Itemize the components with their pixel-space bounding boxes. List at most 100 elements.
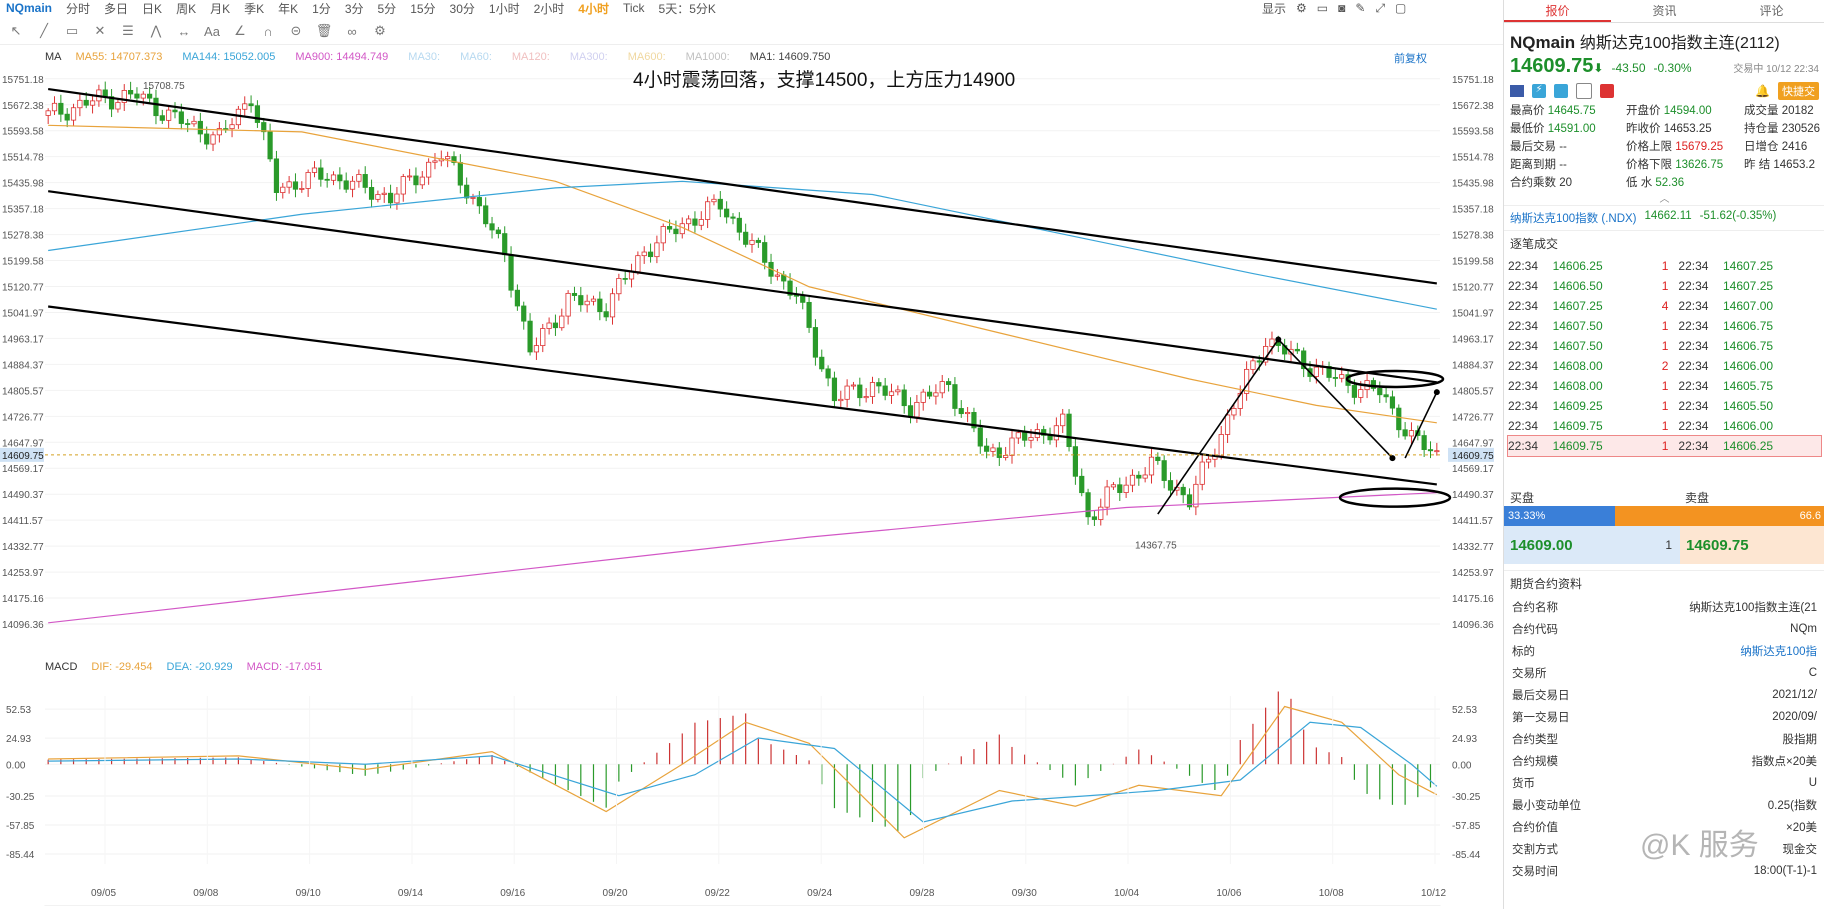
period-tab[interactable]: 月K [210, 1, 231, 16]
settings-icon[interactable]: ⚙ [1296, 1, 1307, 15]
period-tab[interactable]: 分时 [66, 1, 91, 16]
macd-label[interactable]: MACD [45, 661, 78, 673]
channel-mid[interactable] [48, 190, 1437, 384]
candle-body [1389, 396, 1396, 409]
period-tab[interactable]: 周K [176, 1, 197, 16]
buy-ratio-bar: 33.33% [1504, 506, 1615, 526]
doc-icon[interactable] [1576, 83, 1592, 99]
lightning-icon[interactable]: ⚡ [1532, 84, 1546, 98]
fib-tool-icon[interactable]: ✕ [94, 23, 106, 38]
quick-trade-button[interactable]: 快捷交 [1778, 82, 1819, 100]
resistance-ellipse[interactable] [1345, 369, 1445, 389]
period-tab[interactable]: 4小时 [578, 1, 609, 16]
fullscreen-icon[interactable]: ⤢ [1375, 0, 1386, 15]
y-tick-right: 15672.38 [1452, 101, 1494, 112]
trade-cell: 14609.75 [1552, 419, 1603, 433]
bid-cell[interactable]: 14609.00 1 [1504, 526, 1680, 564]
arrow-head [1433, 389, 1440, 396]
period-tab[interactable]: 多日 [104, 1, 129, 16]
lock-icon[interactable]: ⊝ [290, 23, 302, 38]
analysis-annotation[interactable]: 4小时震荡回落，支撑14500，上方压力14900 [633, 69, 1015, 91]
rect-tool-icon[interactable]: ▭ [65, 23, 79, 38]
bid-qty: 1 [1665, 538, 1672, 552]
x-tick: 09/22 [705, 888, 730, 899]
edit-icon[interactable]: ✎ [1355, 1, 1366, 15]
settings-tool-icon[interactable]: ⚙ [374, 23, 386, 38]
contract-row: 合约价值 ×20美 [1512, 816, 1817, 838]
stat-key: 距离到期 [1510, 159, 1560, 171]
contract-value: 0.25(指数 [1767, 800, 1817, 812]
period-tab[interactable]: 1小时 [488, 1, 520, 16]
y-tick-right: 15199.58 [1452, 257, 1494, 268]
chart-icon[interactable] [1554, 84, 1568, 98]
link-icon[interactable]: ∞ [347, 23, 357, 39]
stat-value: 14653.25 [1663, 123, 1712, 135]
candle-body [432, 160, 438, 163]
bell-icon[interactable]: 🔔 [1755, 84, 1770, 98]
drawn-arrow[interactable] [1404, 391, 1438, 459]
ruler-icon[interactable]: ∠ [234, 23, 246, 38]
period-tab[interactable]: 15分 [410, 1, 436, 16]
period-tab[interactable]: 1分 [312, 1, 331, 16]
period-tab[interactable]: 5天：5分K [658, 1, 716, 16]
trash-icon[interactable]: 🗑 [315, 23, 333, 38]
adjust-button[interactable]: 前复权 [1394, 53, 1427, 65]
collapse-icon[interactable]: ︿ [1659, 194, 1670, 205]
panel-tabs: 报价 资讯 评论 [1504, 0, 1824, 23]
price-chart[interactable]: 15751.18 15751.18 15672.38 15672.38 15593.58… [0, 46, 1500, 706]
pattern-tool-icon[interactable]: ⋀ [150, 23, 162, 38]
period-tab[interactable]: 3分 [344, 1, 364, 16]
camera-icon[interactable]: ◙ [1338, 1, 1346, 15]
ask-cell[interactable]: 14609.75 [1680, 526, 1824, 564]
period-tab[interactable]: 30分 [449, 1, 475, 16]
period-tab[interactable]: Tick [622, 1, 645, 15]
display-menu[interactable]: 显示 [1262, 1, 1287, 16]
period-tab[interactable]: 5分 [377, 1, 397, 16]
flag-icon[interactable] [1510, 85, 1524, 97]
contract-row: 合约代码 NQm [1512, 618, 1817, 640]
candle-body [204, 133, 210, 145]
trade-row: 22:34 14607.50 1 22:34 14606.75 [1508, 336, 1821, 356]
layout-icon[interactable]: ▭ [1316, 1, 1329, 15]
candle-body [933, 392, 939, 397]
drawn-arrow[interactable] [1157, 339, 1279, 515]
stat-key: 开盘价 [1626, 105, 1664, 117]
ma-label[interactable]: MA [45, 51, 62, 63]
support-ellipse[interactable] [1338, 487, 1452, 508]
panel-tab[interactable]: 报价 [1504, 0, 1611, 22]
x-tick: 09/10 [296, 888, 321, 899]
candle-body [945, 381, 952, 385]
y-tick-right: 14963.17 [1452, 334, 1494, 345]
candle-body [603, 311, 609, 318]
contract-value: 纳斯达克100指数主连(21 [1689, 602, 1817, 614]
period-tab[interactable]: 2小时 [533, 1, 565, 16]
channel-top[interactable] [48, 87, 1437, 285]
candle-body [660, 226, 666, 244]
macd-chart[interactable]: 52.53 52.53 24.93 24.93 0.00 0.00 -30.25 -30.25… [0, 676, 1500, 906]
candle-body [565, 292, 571, 317]
panel-tab[interactable]: 评论 [1759, 4, 1784, 18]
text-tool-icon[interactable]: Aa [204, 23, 220, 39]
channel-bottom[interactable] [48, 305, 1437, 486]
panel-tab[interactable]: 资讯 [1652, 4, 1677, 18]
magnet-icon[interactable]: ∩ [263, 23, 273, 39]
line-tool-icon[interactable]: ╱ [40, 23, 48, 38]
candle-body [514, 289, 520, 307]
trade-cell: 22:34 [1508, 339, 1539, 353]
period-tab[interactable]: 日K [142, 1, 163, 16]
chart-area[interactable]: MA MA55: 14707.373 MA144: 15052.005 MA900:… [0, 46, 1500, 909]
drawn-arrow[interactable] [1277, 338, 1394, 459]
ma900-line [48, 492, 1437, 624]
arrow-tool-icon[interactable]: ↔ [177, 23, 191, 39]
period-tab[interactable]: 季K [244, 1, 265, 16]
symbol-name[interactable]: NQmain [6, 1, 53, 15]
mail-icon[interactable] [1600, 84, 1614, 98]
index-line[interactable]: 纳斯达克100指数 (.NDX) 14662.11 -51.62(-0.35%) [1504, 205, 1824, 230]
macd-tick-right: -30.25 [1452, 792, 1481, 803]
window-icon[interactable]: ▢ [1395, 1, 1407, 15]
cursor-icon[interactable]: ↖ [10, 23, 22, 38]
candle-body [45, 110, 51, 116]
channel-tool-icon[interactable]: ☰ [122, 23, 134, 38]
candle-body [686, 218, 692, 225]
period-tab[interactable]: 年K [278, 1, 299, 16]
